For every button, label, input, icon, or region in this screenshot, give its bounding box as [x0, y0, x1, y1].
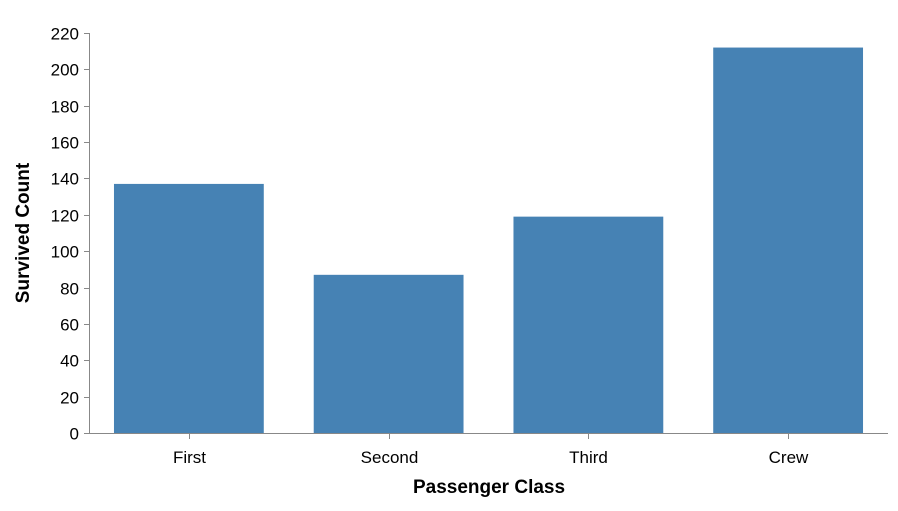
y-tick-label: 120 [51, 207, 79, 226]
x-tick-label: First [173, 448, 206, 467]
x-axis: First Second Third Crew [89, 433, 888, 467]
x-tick-label: Second [361, 448, 419, 467]
y-tick-label: 100 [51, 243, 79, 262]
y-tick-label: 0 [70, 425, 79, 444]
bar-second [313, 274, 464, 433]
x-axis-title: Passenger Class [413, 477, 565, 498]
y-tick-label: 160 [51, 134, 79, 153]
bar-first [113, 183, 264, 433]
y-tick-label: 140 [51, 170, 79, 189]
bars-layer [113, 47, 864, 434]
y-tick-label: 220 [51, 25, 79, 44]
bar-third [513, 216, 664, 433]
y-tick-label: 20 [60, 389, 79, 408]
y-tick-label: 40 [60, 352, 79, 371]
y-tick-label: 60 [60, 316, 79, 335]
x-tick-label: Third [569, 448, 608, 467]
y-tick-label: 80 [60, 280, 79, 299]
y-tick-label: 200 [51, 61, 79, 80]
y-tick-label: 180 [51, 98, 79, 117]
y-axis: 0 20 40 60 80 100 120 140 160 180 200 220 [51, 25, 90, 444]
x-tick-label: Crew [769, 448, 809, 467]
y-axis-title: Survived Count [13, 162, 34, 303]
bar-crew [713, 47, 864, 434]
